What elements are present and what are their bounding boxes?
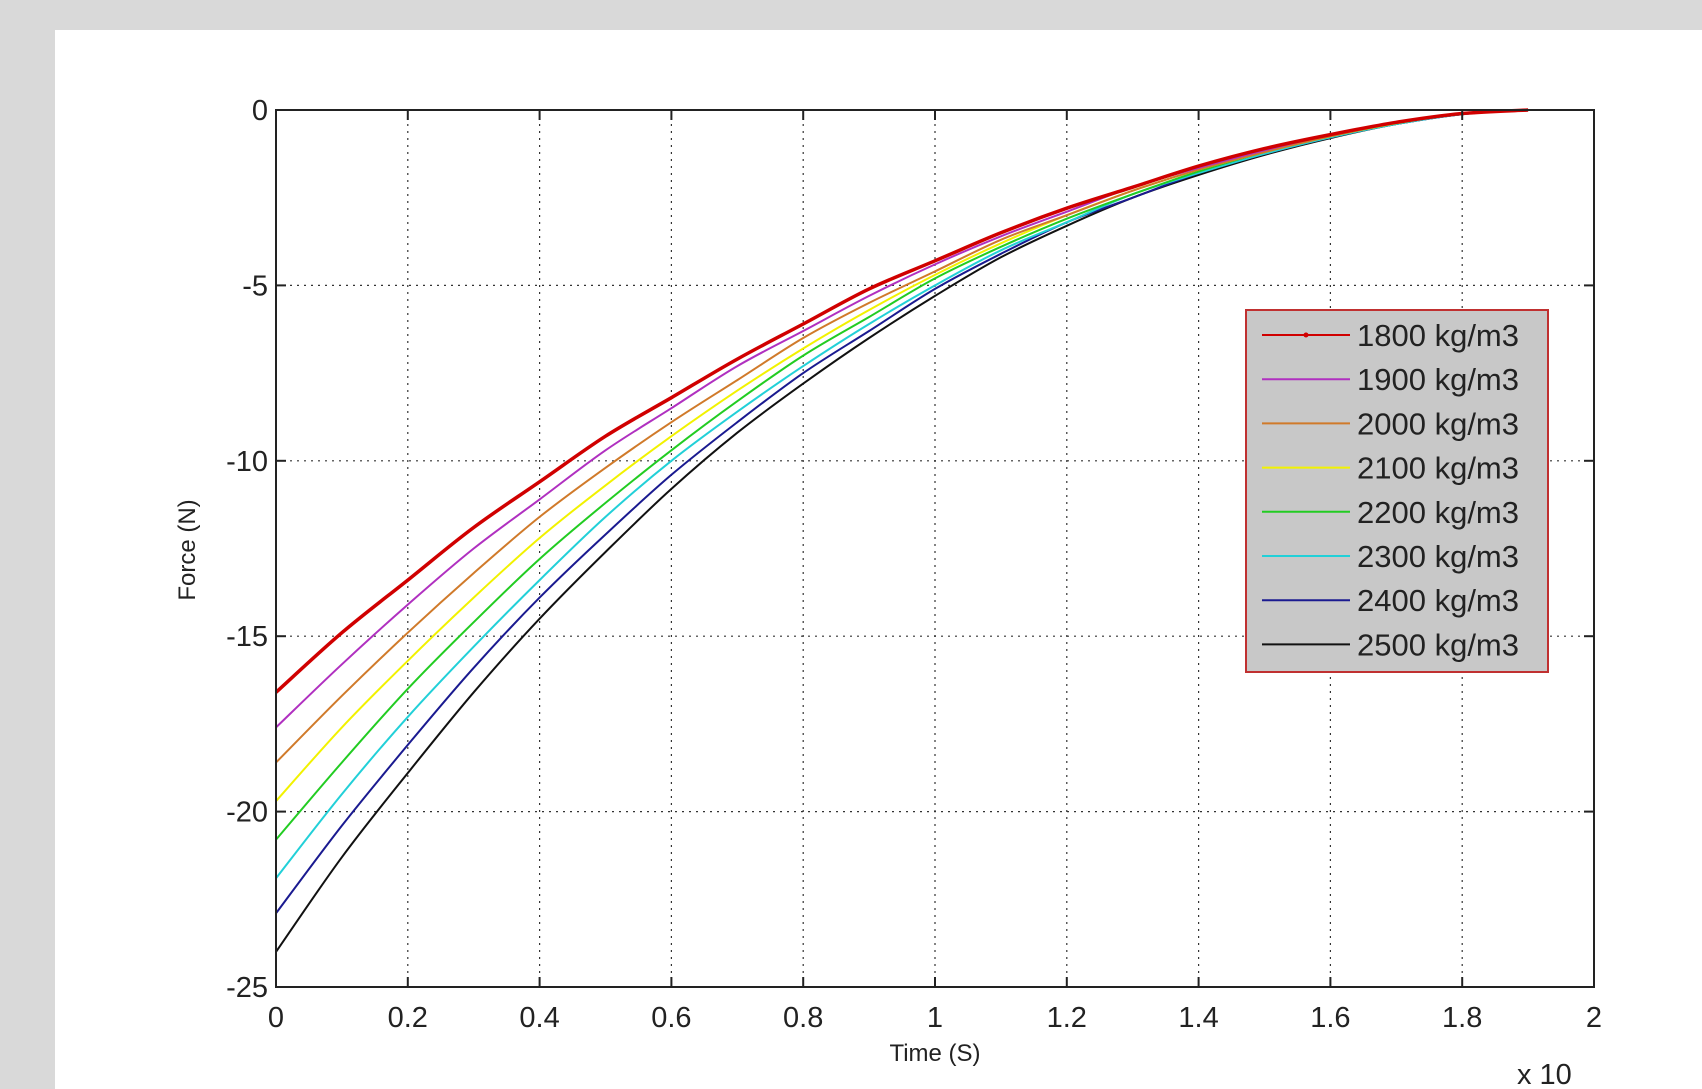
y-tick-label: -10 [226, 446, 268, 478]
legend-label: 2300 kg/m3 [1357, 539, 1519, 574]
x-axis-label: Time (S) [889, 1040, 980, 1067]
y-axis-label: Force (N) [174, 499, 201, 600]
x-tick-label: 0 [268, 1002, 284, 1034]
y-tick-label: -5 [242, 270, 268, 302]
legend-label: 2100 kg/m3 [1357, 451, 1519, 486]
legend-marker [1303, 332, 1309, 338]
legend-label: 2400 kg/m3 [1357, 583, 1519, 618]
legend-label: 2000 kg/m3 [1357, 406, 1519, 441]
y-ticks: 0 -5 -10 -15 -20 -25 [226, 95, 1594, 1004]
x-tick-label: 1.6 [1310, 1002, 1350, 1034]
x-tick-label: 1.8 [1442, 1002, 1482, 1034]
y-tick-label: -15 [226, 621, 268, 653]
x-tick-label: 0.4 [519, 1002, 559, 1034]
x-tick-label: 0.8 [783, 1002, 823, 1034]
x-axis-multiplier: x 10 [1517, 1059, 1572, 1089]
y-tick-label: -20 [226, 797, 268, 829]
x-tick-label: 1.2 [1047, 1002, 1087, 1034]
y-tick-label: 0 [252, 95, 268, 127]
series-line [275, 109, 1529, 764]
x-tick-label: 2 [1586, 1002, 1602, 1034]
y-tick-label: -25 [226, 972, 268, 1004]
legend-label: 1800 kg/m3 [1357, 318, 1519, 353]
x-tick-label: 1.4 [1178, 1002, 1218, 1034]
legend-label: 2500 kg/m3 [1357, 627, 1519, 662]
legend-label: 2200 kg/m3 [1357, 495, 1519, 530]
x-tick-label: 0.6 [651, 1002, 691, 1034]
legend: 1800 kg/m3 1900 kg/m3 2000 kg/m3 2100 kg/m3… [1245, 309, 1549, 673]
x-tick-label: 0.2 [388, 1002, 428, 1034]
x-ticks: 0 0.2 0.4 0.6 0.8 1 1.2 1.4 1.6 1.8 2 [268, 110, 1602, 1034]
legend-label: 1900 kg/m3 [1357, 362, 1519, 397]
x-tick-label: 1 [927, 1002, 943, 1034]
series-line [274, 108, 1529, 694]
series-line [275, 109, 1529, 879]
legend-box [1245, 309, 1549, 673]
legend-items: 1800 kg/m3 1900 kg/m3 2000 kg/m3 2100 kg/m3… [1262, 318, 1519, 662]
series-lines [274, 108, 1529, 953]
